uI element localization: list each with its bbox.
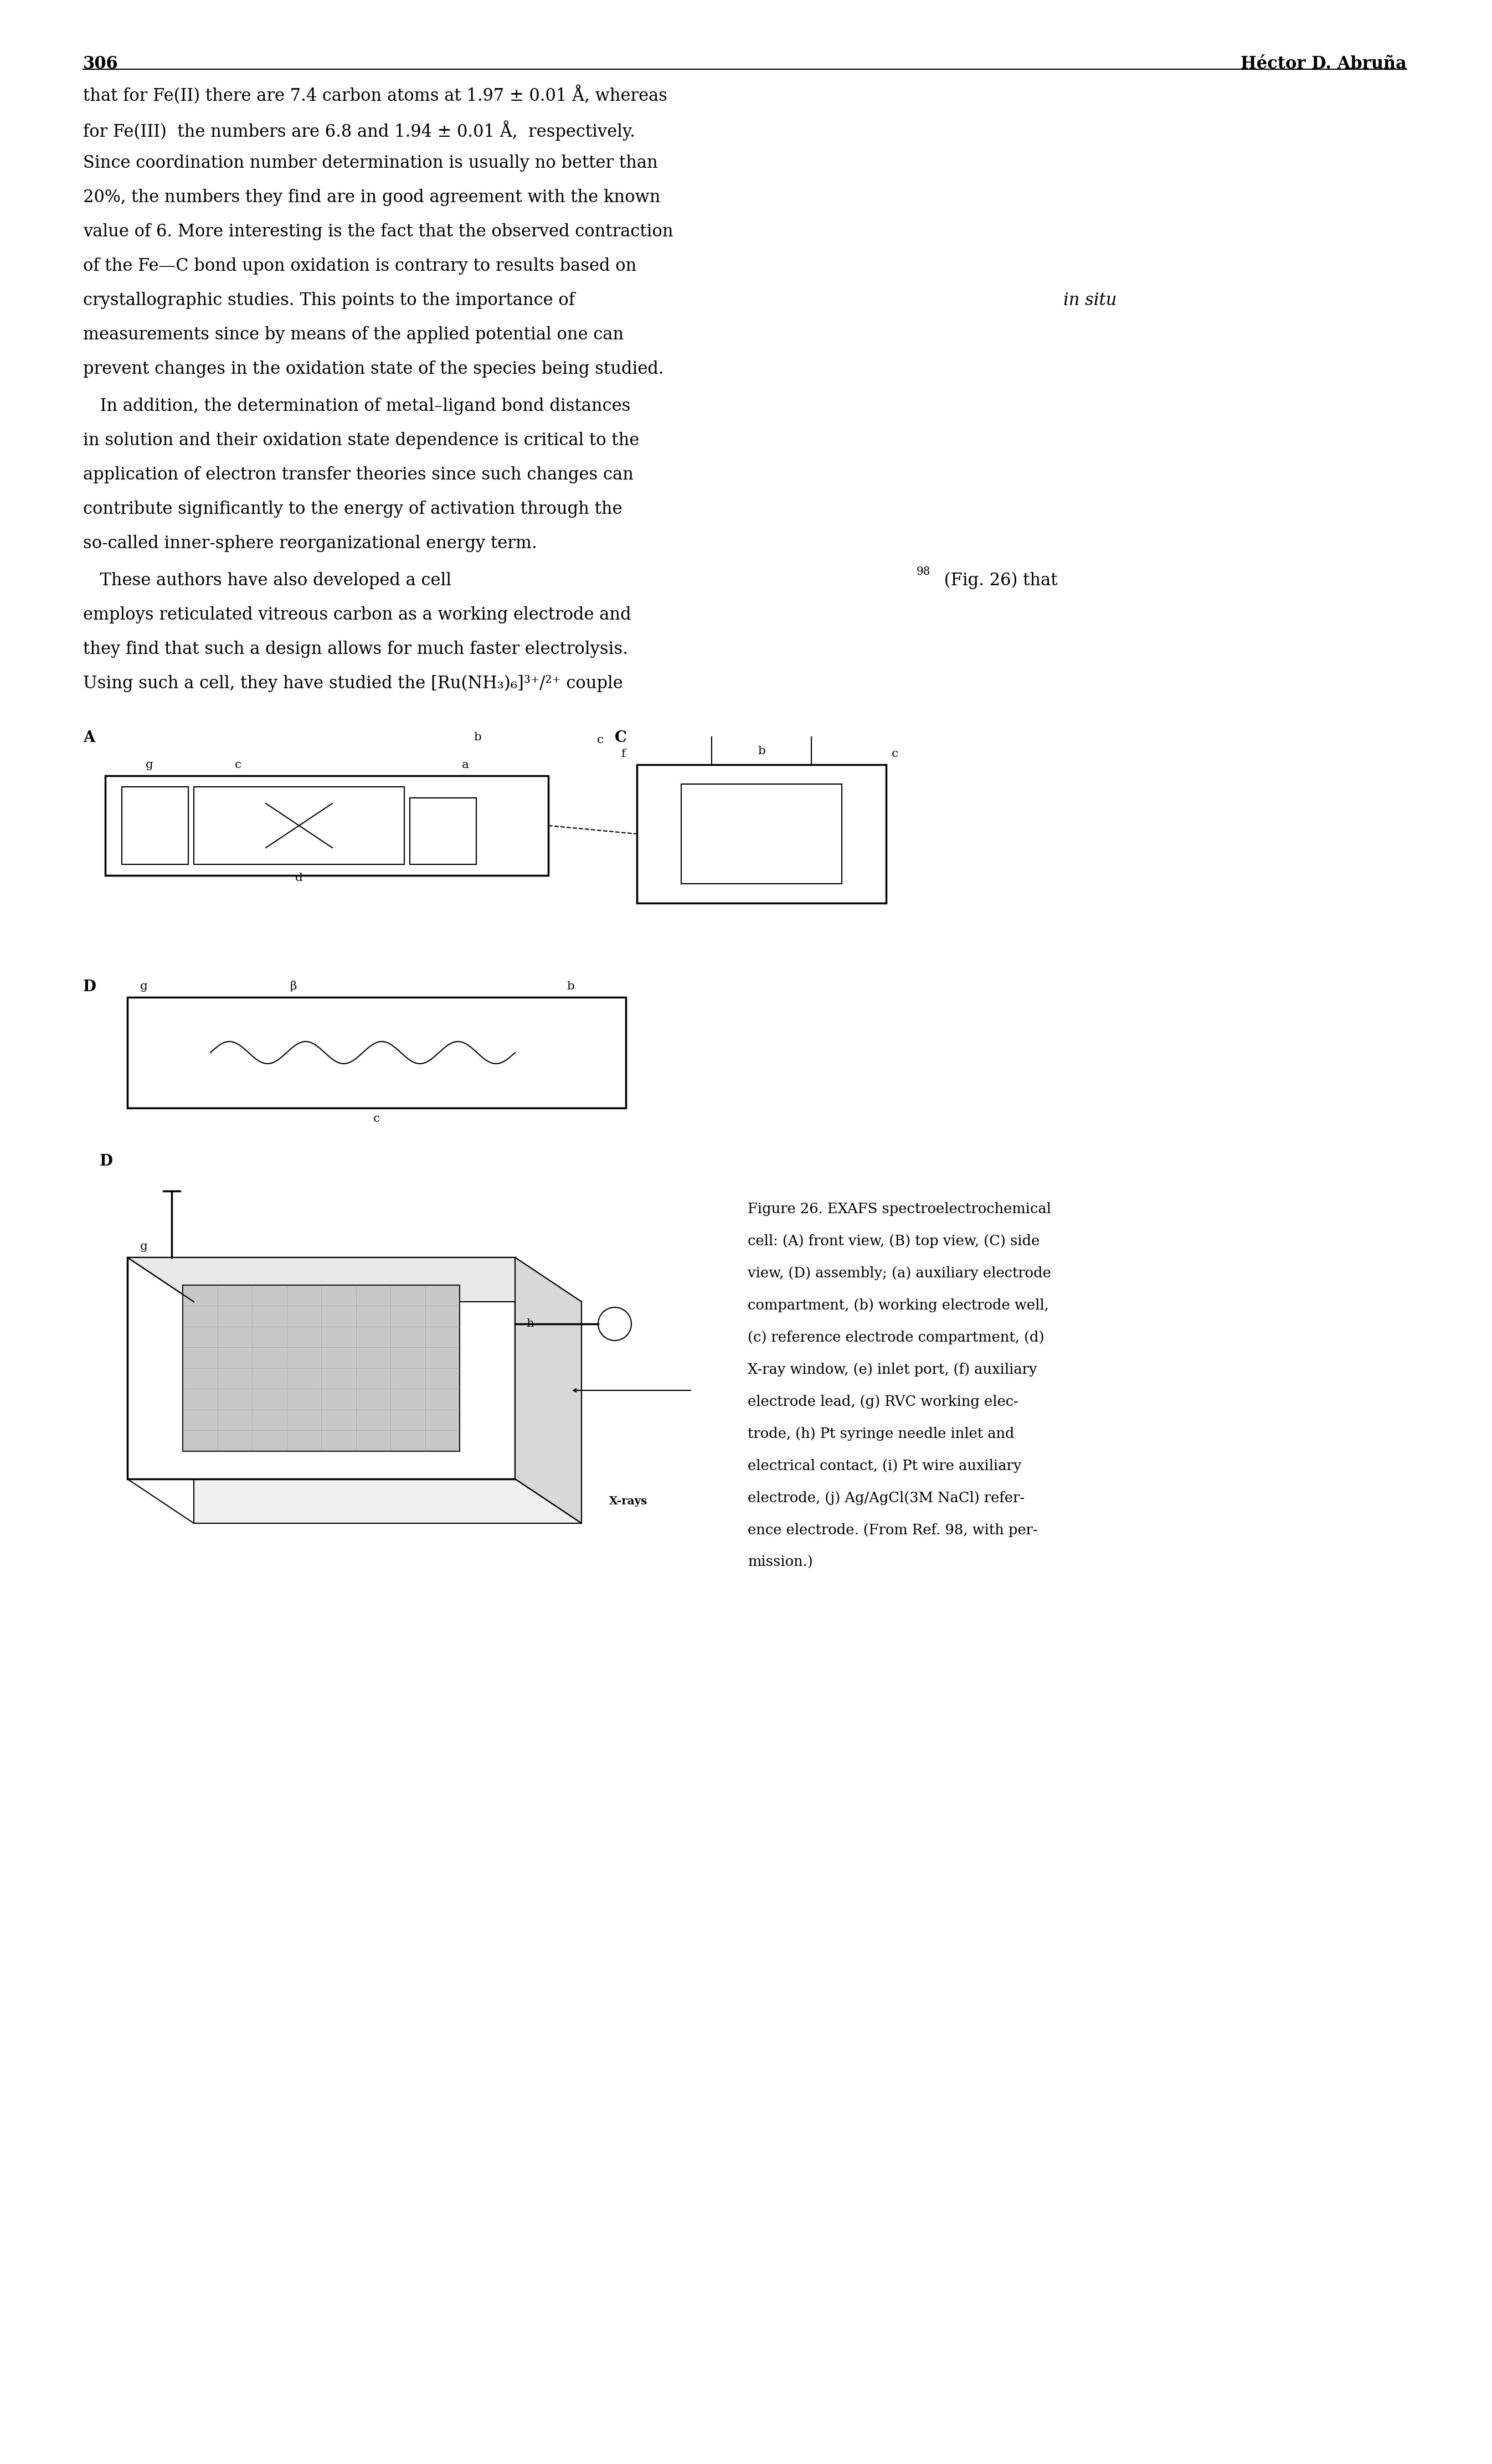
Text: that for Fe(II) there are 7.4 carbon atoms at 1.97 ± 0.01 Å, whereas: that for Fe(II) there are 7.4 carbon ato… bbox=[84, 86, 667, 106]
Text: contribute significantly to the energy of activation through the: contribute significantly to the energy o… bbox=[84, 500, 622, 517]
Text: for Fe(III)  the numbers are 6.8 and 1.94 ± 0.01 Å,  respectively.: for Fe(III) the numbers are 6.8 and 1.94… bbox=[84, 121, 636, 140]
Text: Figure 26. EXAFS spectroelectrochemical: Figure 26. EXAFS spectroelectrochemical bbox=[747, 1202, 1050, 1215]
Bar bbox=[127, 1257, 515, 1478]
Text: A: A bbox=[84, 729, 95, 744]
Text: c: c bbox=[892, 749, 898, 759]
Text: b: b bbox=[758, 747, 765, 756]
Text: Using such a cell, they have studied the [Ru(NH₃)₆]³⁺/²⁺ couple: Using such a cell, they have studied the… bbox=[84, 675, 624, 692]
Text: cell: (A) front view, (B) top view, (C) side: cell: (A) front view, (B) top view, (C) … bbox=[747, 1234, 1040, 1249]
Text: g: g bbox=[146, 759, 154, 771]
Text: in solution and their oxidation state dependence is critical to the: in solution and their oxidation state de… bbox=[84, 431, 639, 448]
Text: h: h bbox=[527, 1318, 534, 1328]
Bar bbox=[194, 1301, 582, 1523]
Text: c: c bbox=[373, 1114, 380, 1124]
Text: in situ: in situ bbox=[1064, 291, 1116, 308]
Text: electrode lead, (g) RVC working elec-: electrode lead, (g) RVC working elec- bbox=[747, 1395, 1019, 1409]
Text: they find that such a design allows for much faster electrolysis.: they find that such a design allows for … bbox=[84, 641, 628, 658]
Polygon shape bbox=[515, 1257, 582, 1523]
Bar bbox=[106, 776, 548, 875]
Text: Héctor D. Abruña: Héctor D. Abruña bbox=[1241, 54, 1407, 71]
Text: b: b bbox=[567, 981, 574, 991]
Text: b: b bbox=[473, 732, 480, 742]
Bar bbox=[682, 784, 841, 885]
Text: electrode, (j) Ag/AgCl(3M NaCl) refer-: electrode, (j) Ag/AgCl(3M NaCl) refer- bbox=[747, 1491, 1025, 1506]
Text: (c) reference electrode compartment, (d): (c) reference electrode compartment, (d) bbox=[747, 1331, 1044, 1345]
Text: employs reticulated vitreous carbon as a working electrode and: employs reticulated vitreous carbon as a… bbox=[84, 606, 631, 623]
Text: g: g bbox=[140, 1242, 148, 1252]
Text: a: a bbox=[461, 759, 468, 771]
Text: compartment, (b) working electrode well,: compartment, (b) working electrode well, bbox=[747, 1299, 1049, 1313]
Bar bbox=[194, 786, 404, 865]
Text: ence electrode. (From Ref. 98, with per-: ence electrode. (From Ref. 98, with per- bbox=[747, 1523, 1037, 1538]
Text: crystallographic studies. This points to the importance of: crystallographic studies. This points to… bbox=[84, 291, 580, 308]
Text: f: f bbox=[621, 749, 625, 759]
Text: These authors have also developed a cell: These authors have also developed a cell bbox=[84, 572, 452, 589]
Polygon shape bbox=[127, 1257, 582, 1301]
Text: C: C bbox=[615, 729, 627, 744]
Bar bbox=[637, 764, 886, 904]
Text: mission.): mission.) bbox=[747, 1555, 813, 1570]
Text: c: c bbox=[597, 734, 604, 744]
Bar bbox=[410, 798, 476, 865]
Text: g: g bbox=[140, 981, 148, 991]
Bar bbox=[182, 1286, 460, 1451]
Circle shape bbox=[598, 1308, 631, 1340]
Text: In addition, the determination of metal–ligand bond distances: In addition, the determination of metal–… bbox=[84, 397, 631, 414]
Text: view, (D) assembly; (a) auxiliary electrode: view, (D) assembly; (a) auxiliary electr… bbox=[747, 1266, 1050, 1281]
Text: 306: 306 bbox=[84, 54, 118, 71]
Text: 98: 98 bbox=[916, 567, 931, 577]
Text: trode, (h) Pt syringe needle inlet and: trode, (h) Pt syringe needle inlet and bbox=[747, 1427, 1015, 1441]
Text: X-rays: X-rays bbox=[609, 1496, 648, 1506]
Text: (Fig. 26) that: (Fig. 26) that bbox=[938, 572, 1058, 589]
Text: d: d bbox=[295, 872, 303, 882]
Text: application of electron transfer theories since such changes can: application of electron transfer theorie… bbox=[84, 466, 634, 483]
Text: prevent changes in the oxidation state of the species being studied.: prevent changes in the oxidation state o… bbox=[84, 360, 664, 377]
Text: D: D bbox=[84, 981, 97, 995]
Text: electrical contact, (i) Pt wire auxiliary: electrical contact, (i) Pt wire auxiliar… bbox=[747, 1459, 1022, 1473]
Text: D: D bbox=[100, 1153, 113, 1168]
Text: value of 6. More interesting is the fact that the observed contraction: value of 6. More interesting is the fact… bbox=[84, 224, 673, 241]
Text: Since coordination number determination is usually no better than: Since coordination number determination … bbox=[84, 155, 658, 172]
Text: c: c bbox=[234, 759, 242, 771]
Text: 20%, the numbers they find are in good agreement with the known: 20%, the numbers they find are in good a… bbox=[84, 190, 661, 207]
Text: measurements since by means of the applied potential one can: measurements since by means of the appli… bbox=[84, 325, 624, 342]
Text: β: β bbox=[289, 981, 297, 991]
Text: so-called inner-sphere reorganizational energy term.: so-called inner-sphere reorganizational … bbox=[84, 535, 537, 552]
Text: of the Fe—C bond upon oxidation is contrary to results based on: of the Fe—C bond upon oxidation is contr… bbox=[84, 256, 637, 274]
Bar bbox=[127, 998, 625, 1109]
Bar bbox=[122, 786, 188, 865]
Text: X-ray window, (e) inlet port, (f) auxiliary: X-ray window, (e) inlet port, (f) auxili… bbox=[747, 1363, 1037, 1377]
